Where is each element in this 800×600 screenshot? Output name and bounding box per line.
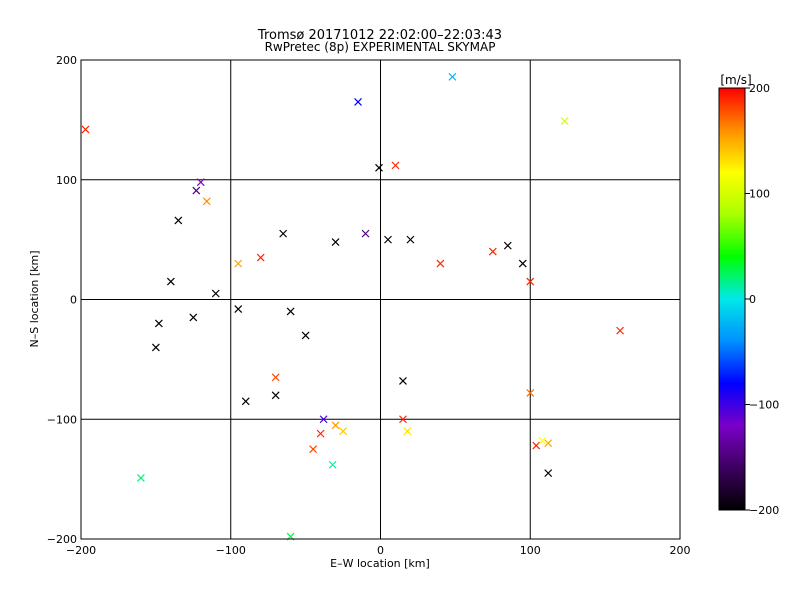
data-point-x (375, 163, 383, 172)
data-point-x (196, 178, 205, 187)
colorbar-tick-label: 200 (749, 82, 770, 95)
data-point-x (361, 229, 370, 238)
data-point-x (544, 469, 553, 478)
x-axis-label: E–W location [km] (330, 557, 430, 570)
data-point-x (391, 161, 400, 170)
data-point-x (436, 259, 445, 268)
data-point-x (301, 331, 310, 340)
x-tick-label: −100 (216, 544, 246, 557)
chart-subtitle: RwPretec (8p) EXPERIMENTAL SKYMAP (265, 40, 496, 54)
colorbar: [m/s] 200 100 0 −100 −200 (718, 73, 779, 517)
data-points (81, 72, 625, 541)
data-point-x (384, 235, 392, 244)
data-point-x (526, 277, 535, 286)
colorbar-gradient (718, 87, 746, 511)
data-point-x (81, 125, 90, 134)
data-point-x (256, 253, 265, 262)
y-tick-label: 100 (56, 174, 77, 187)
data-point-x (399, 377, 407, 385)
data-point-x (309, 445, 318, 454)
data-point-x (403, 427, 412, 436)
x-tick-label: −200 (66, 544, 96, 557)
colorbar-tick-label: 0 (749, 293, 756, 306)
data-point-x (331, 238, 340, 246)
data-point-x (560, 117, 569, 125)
data-point-x (339, 427, 347, 436)
data-point-x (154, 319, 163, 328)
data-point-x (189, 313, 198, 322)
data-point-x (616, 326, 625, 335)
data-point-x (234, 305, 243, 314)
x-tick-label: 100 (520, 544, 541, 557)
data-point-x (518, 259, 527, 268)
data-point-x (286, 307, 295, 316)
data-point-x (328, 460, 337, 469)
colorbar-tick-label: 100 (749, 188, 770, 201)
data-point-x (192, 186, 201, 195)
data-point-x (151, 343, 160, 352)
data-point-x (202, 197, 211, 206)
data-point-x (319, 415, 328, 424)
x-tick-label: 200 (670, 544, 691, 557)
colorbar-label: [m/s] (720, 73, 751, 87)
y-axis-label: N–S location [km] (28, 250, 41, 347)
data-point-x (271, 373, 280, 382)
y-tick-label: 200 (56, 54, 77, 67)
data-point-x (166, 277, 175, 286)
colorbar-tick-label: −200 (749, 504, 779, 517)
x-tick-label: 0 (377, 544, 384, 557)
data-point-x (448, 72, 457, 81)
data-point-x (174, 216, 183, 225)
data-point-x (241, 397, 250, 406)
data-point-x (354, 97, 362, 106)
data-point-x (234, 259, 243, 268)
data-point-x (331, 421, 340, 430)
data-point-x (406, 235, 415, 244)
colorbar-tick-label: −100 (749, 399, 779, 412)
chart-title: Tromsø 20171012 22:02:00–22:03:43 (257, 28, 502, 43)
plot-frame (80, 59, 681, 540)
data-point-x (279, 229, 288, 238)
y-tick-label: 0 (70, 294, 77, 307)
data-point-x (532, 441, 541, 450)
plot-area (80, 59, 681, 541)
y-tick-label: −200 (47, 533, 77, 546)
data-point-x (316, 429, 325, 438)
colorbar-ticks: 200 100 0 −100 −200 (745, 82, 779, 517)
data-point-x (271, 391, 280, 400)
data-point-x (399, 415, 407, 424)
data-point-x (526, 388, 535, 397)
data-point-x (503, 241, 512, 250)
data-point-x (136, 474, 145, 482)
y-axis-ticks: −200 −100 0 100 200 (47, 54, 77, 546)
data-point-x (538, 436, 547, 445)
data-point-x (488, 247, 497, 256)
x-axis-ticks: −200 −100 0 100 200 (66, 544, 691, 557)
data-point-x (211, 289, 220, 298)
y-tick-label: −100 (47, 413, 77, 426)
grid-lines (81, 60, 680, 539)
data-point-x (544, 439, 553, 448)
